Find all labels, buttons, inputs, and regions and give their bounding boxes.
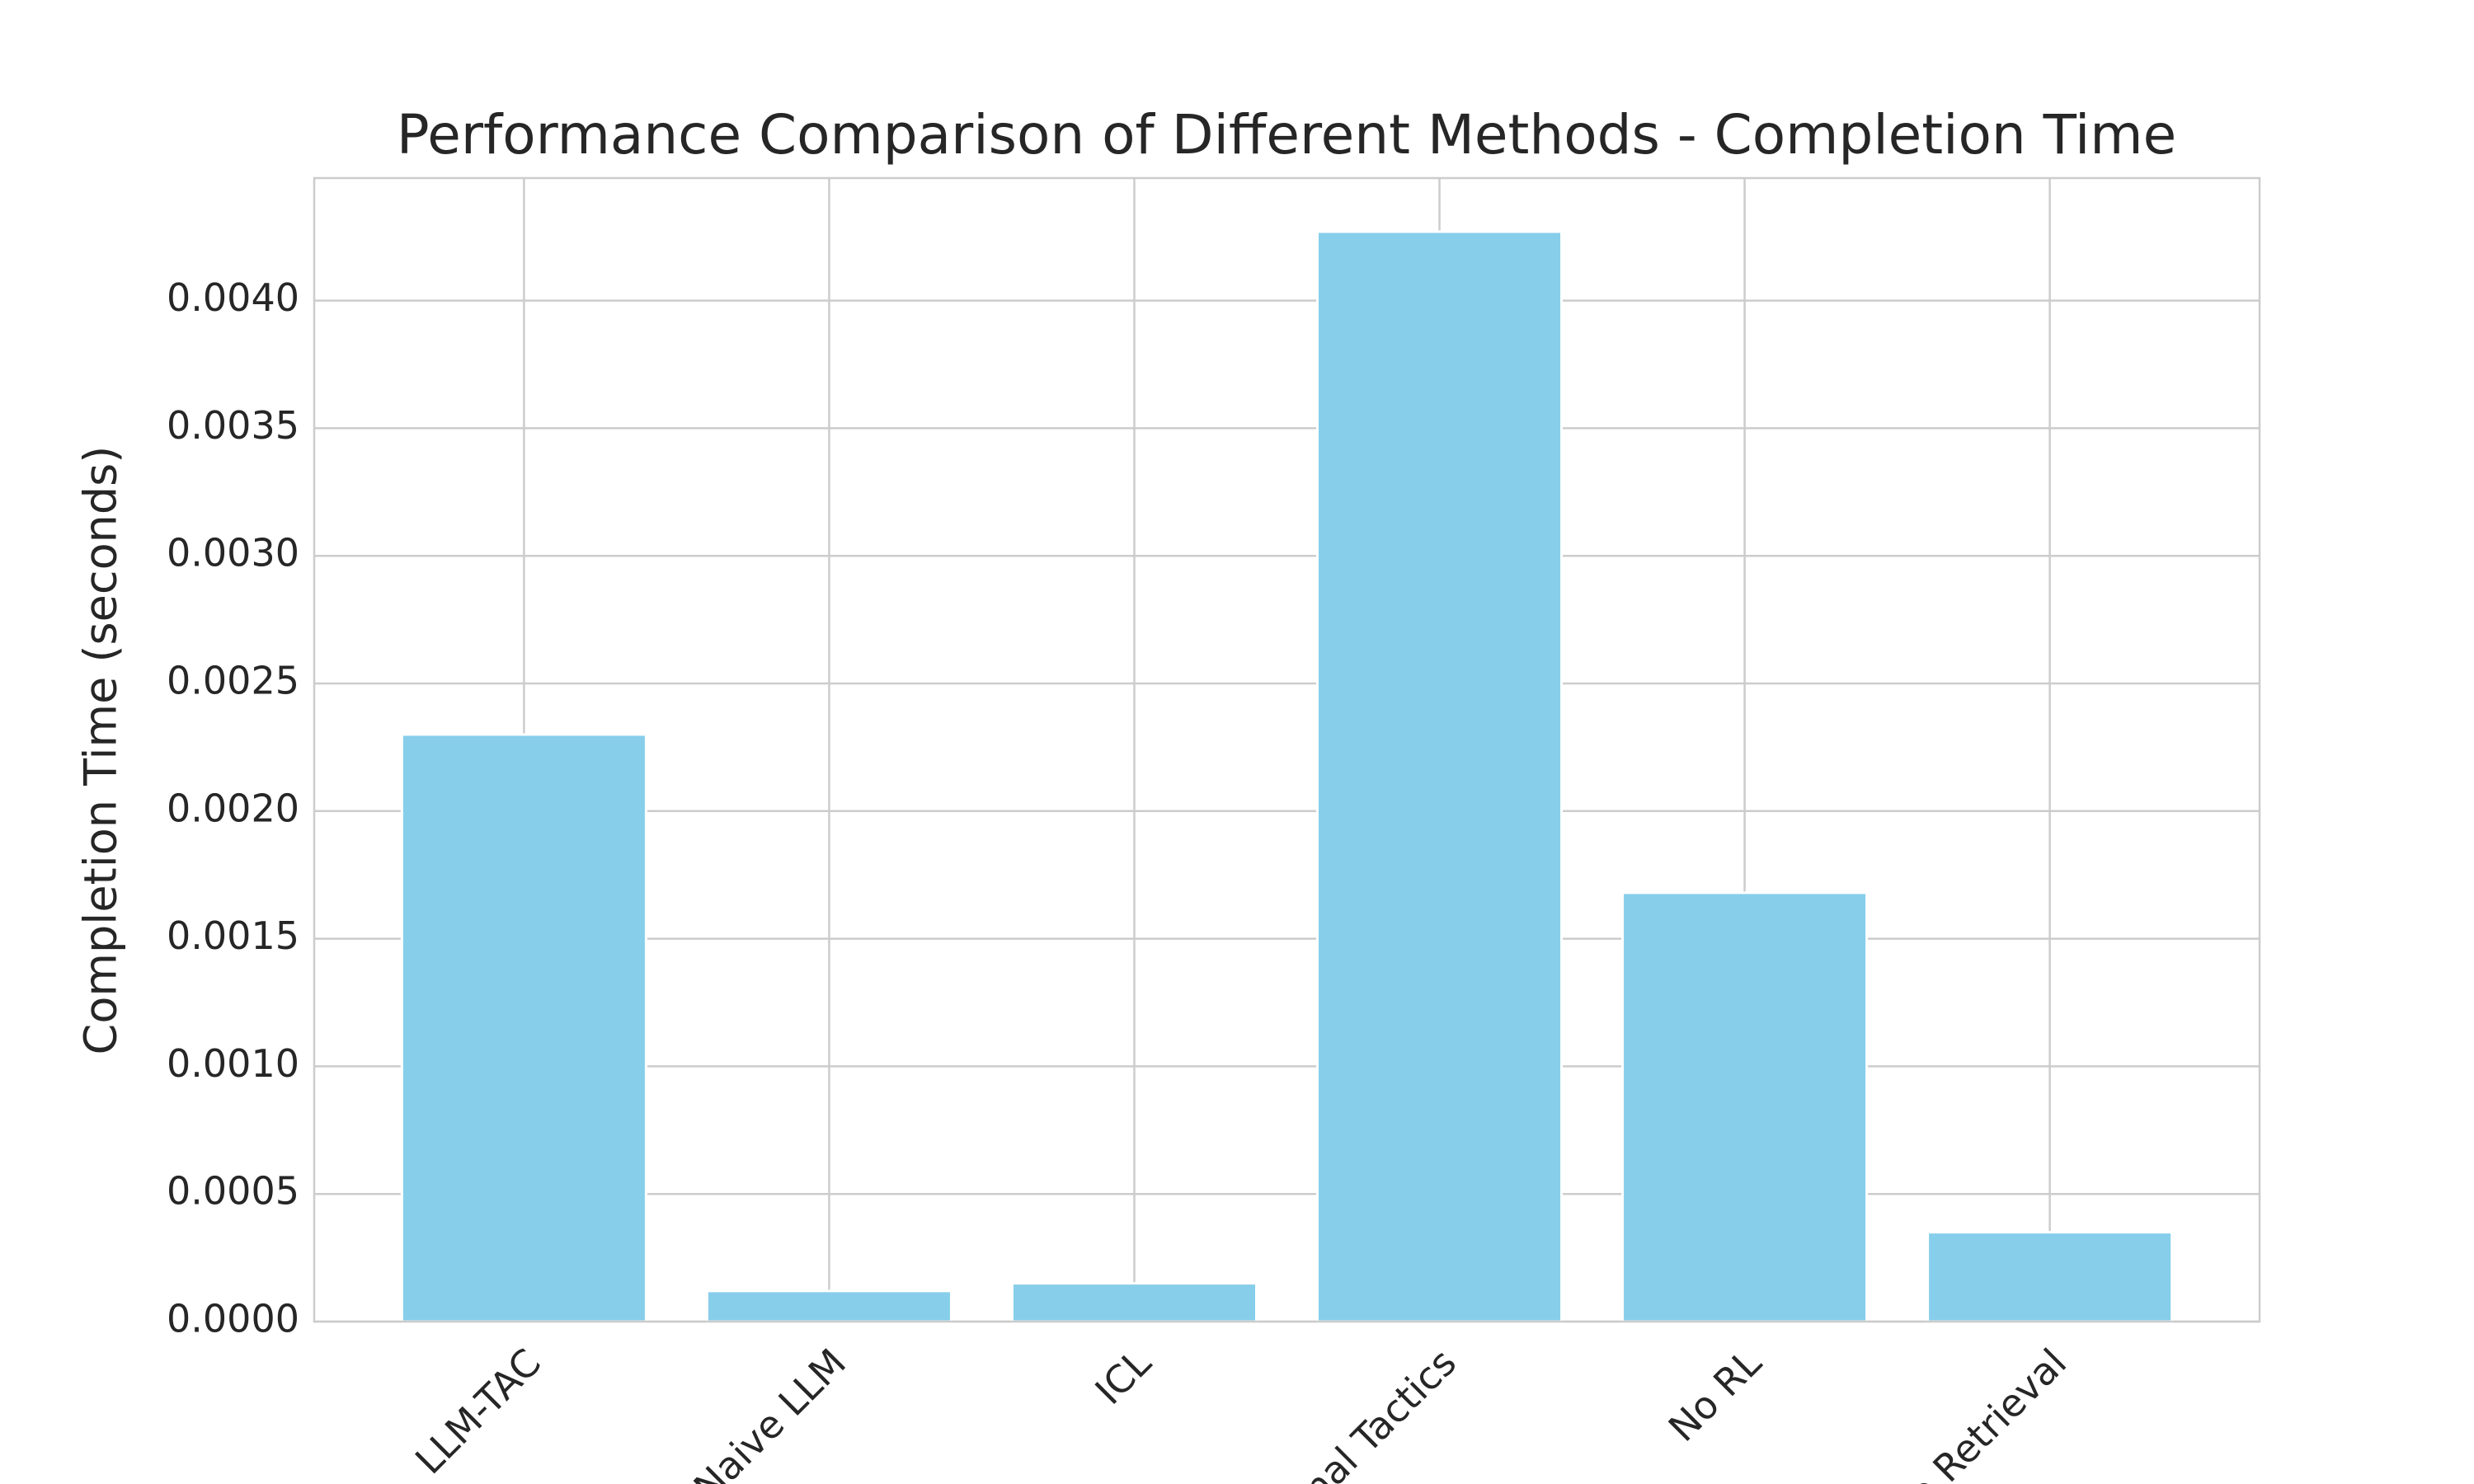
x-tick-label: No RL bbox=[1660, 1340, 1771, 1450]
bar bbox=[1010, 1282, 1258, 1323]
y-tick-label: 0.0020 bbox=[167, 786, 299, 830]
bar bbox=[1621, 891, 1869, 1323]
x-tick-label: Naive LLM bbox=[685, 1340, 854, 1484]
bar bbox=[1316, 230, 1564, 1323]
bar bbox=[1926, 1231, 2174, 1323]
x-tick-label: No Retrieval bbox=[1879, 1340, 2075, 1484]
x-tick-label: LLM-TAC bbox=[407, 1340, 549, 1482]
y-tick-label: 0.0040 bbox=[167, 275, 299, 320]
y-tick-label: 0.0025 bbox=[167, 659, 299, 703]
y-tick-label: 0.0005 bbox=[167, 1169, 299, 1214]
y-tick-label: 0.0000 bbox=[167, 1297, 299, 1341]
y-tick-label: 0.0030 bbox=[167, 531, 299, 575]
y-tick-label: 0.0010 bbox=[167, 1041, 299, 1086]
x-tick-label: ICL bbox=[1086, 1340, 1159, 1413]
bar bbox=[705, 1289, 952, 1323]
y-axis-label: Completion Time (seconds) bbox=[75, 446, 127, 1055]
chart-title: Performance Comparison of Different Meth… bbox=[397, 103, 2176, 167]
y-tick-label: 0.0035 bbox=[167, 403, 299, 448]
x-tick-label: Traditional Tactics bbox=[1195, 1340, 1465, 1484]
plot-frame bbox=[313, 176, 2261, 1323]
bar bbox=[400, 733, 647, 1323]
y-tick-label: 0.0015 bbox=[167, 913, 299, 958]
